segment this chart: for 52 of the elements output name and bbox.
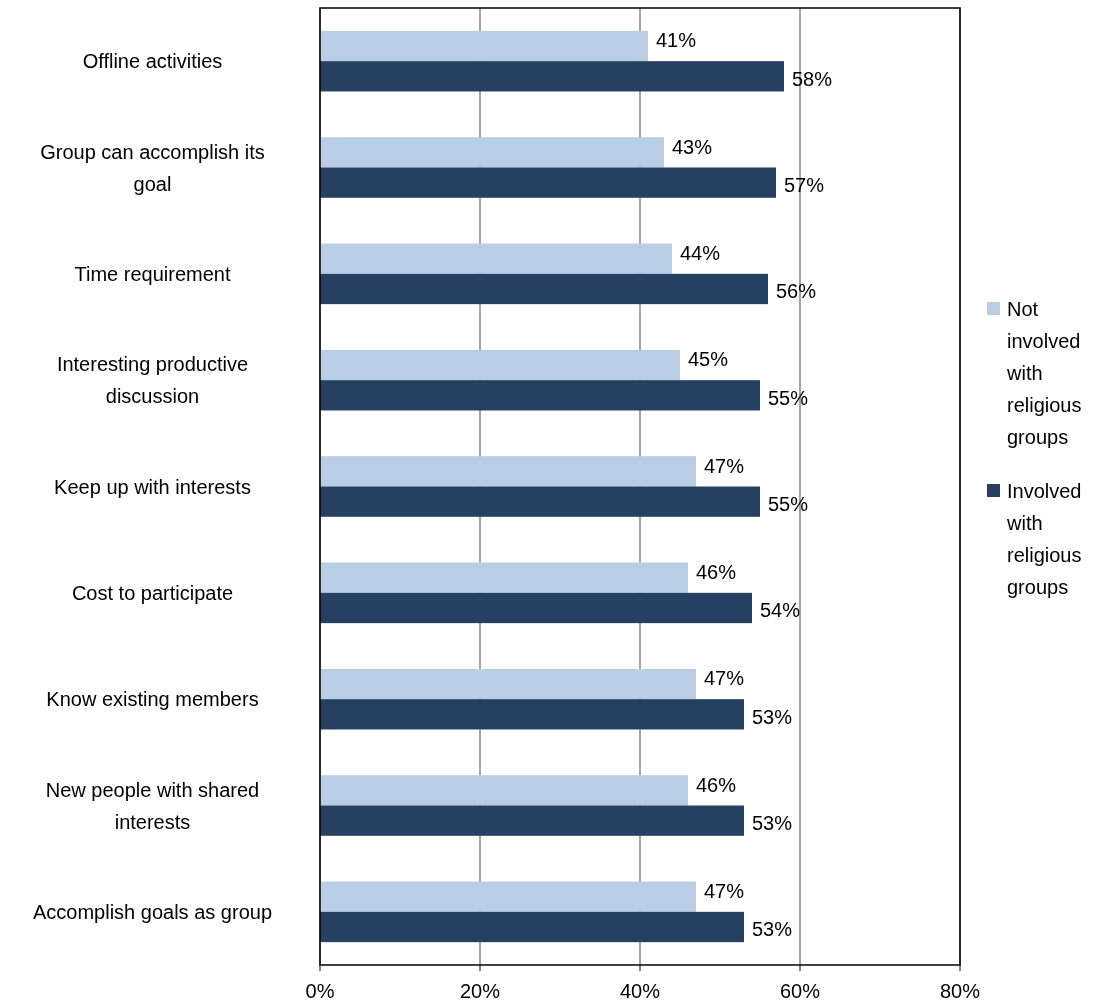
bar (320, 775, 688, 806)
data-label: 53% (752, 918, 793, 941)
bar (320, 380, 760, 411)
data-label: 41% (656, 29, 697, 52)
x-tick-label: 20% (459, 980, 501, 1002)
data-label: 47% (704, 667, 745, 690)
bar (320, 881, 696, 912)
bar (320, 137, 664, 168)
data-label: 55% (768, 492, 809, 515)
bar (320, 562, 688, 593)
bar (320, 273, 768, 305)
legend-label: Not involved with religious groups (1006, 298, 1082, 448)
y-tick-label: Interesting productive discussion (56, 353, 249, 408)
bar (320, 486, 760, 517)
data-label: 55% (768, 386, 809, 409)
data-label: 47% (704, 879, 745, 902)
data-label: 46% (696, 773, 737, 796)
bar (320, 167, 776, 198)
data-label: 53% (752, 811, 793, 834)
bar (320, 592, 752, 624)
data-label: 45% (688, 348, 729, 371)
y-tick-label: Know existing members (46, 688, 259, 711)
y-tick-label: Time requirement (74, 262, 231, 285)
y-tick-label: Keep up with interests (54, 475, 251, 498)
data-label: 44% (680, 241, 721, 264)
data-label: 54% (760, 599, 801, 622)
y-tick-label: Group can accomplish its goal (40, 140, 265, 195)
y-tick-label: New people with shared interests (45, 778, 260, 833)
bar (320, 668, 696, 700)
x-tick-label: 80% (939, 980, 981, 1002)
bar (320, 349, 680, 381)
bar (320, 61, 784, 92)
y-tick-label: Accomplish goals as group (32, 900, 273, 923)
data-label: 47% (704, 454, 745, 477)
data-label: 46% (696, 560, 737, 583)
x-tick-label: 40% (619, 980, 661, 1002)
bar (320, 805, 744, 836)
x-tick-label: 60% (779, 980, 821, 1002)
y-tick-label: Cost to participate (71, 581, 234, 604)
bar (320, 456, 696, 487)
data-label: 43% (672, 135, 713, 158)
x-tick-label: 0% (305, 980, 335, 1002)
data-label: 53% (752, 705, 793, 728)
data-label: 58% (792, 67, 833, 90)
legend-label: Involved with religious groups (1006, 480, 1082, 598)
data-label: 56% (776, 280, 817, 303)
bar (320, 699, 744, 730)
y-tick-label: Offline activities (82, 50, 223, 73)
data-label: 57% (784, 173, 825, 196)
bar (320, 30, 648, 62)
bar (320, 911, 744, 943)
bar (320, 243, 672, 274)
